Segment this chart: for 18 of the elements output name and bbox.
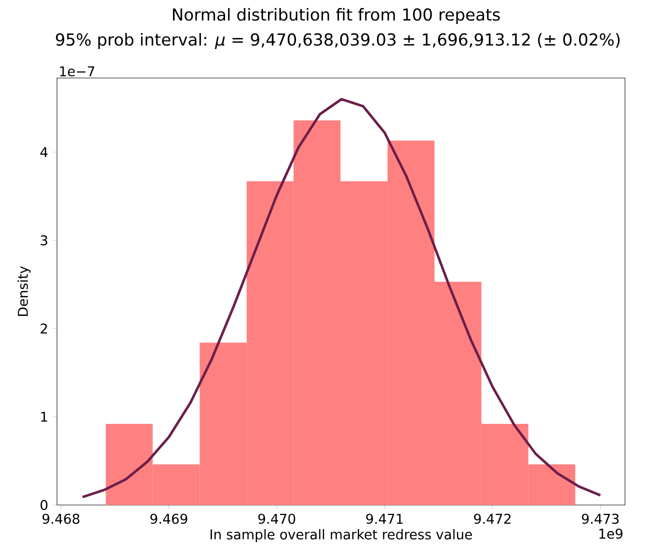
text: 1e9 (599, 528, 622, 539)
line-series (81, 98, 602, 498)
chart-title: Normal distribution fit from 100 repeats (173, 8, 500, 24)
text: 1e−7 (60, 66, 94, 76)
x-tick-label: 9.469 (150, 514, 188, 524)
y-tick-label: 1 (41, 412, 48, 422)
y-tick-label: 2 (40, 324, 47, 334)
x-tick-label: 9.472 (474, 514, 510, 524)
y-axis-title: Density (18, 266, 31, 316)
y-tick-label: 3 (40, 235, 48, 246)
y-tick-label: 4 (40, 147, 48, 158)
chart-subtitle: 95% prob interval: μ = 9,470,638,039.03 ± 1,696,913.12 (± 0.02%) (56, 33, 620, 49)
x-axis-title: In sample overall market redress value (210, 529, 472, 542)
x-tick-label: 9.473 (582, 514, 619, 524)
x-tick-label: 9.468 (42, 514, 80, 524)
y-tick-label: 0 (40, 500, 48, 510)
x-tick-label: 9.470 (258, 514, 296, 524)
x-tick-label: 9.471 (366, 514, 403, 524)
